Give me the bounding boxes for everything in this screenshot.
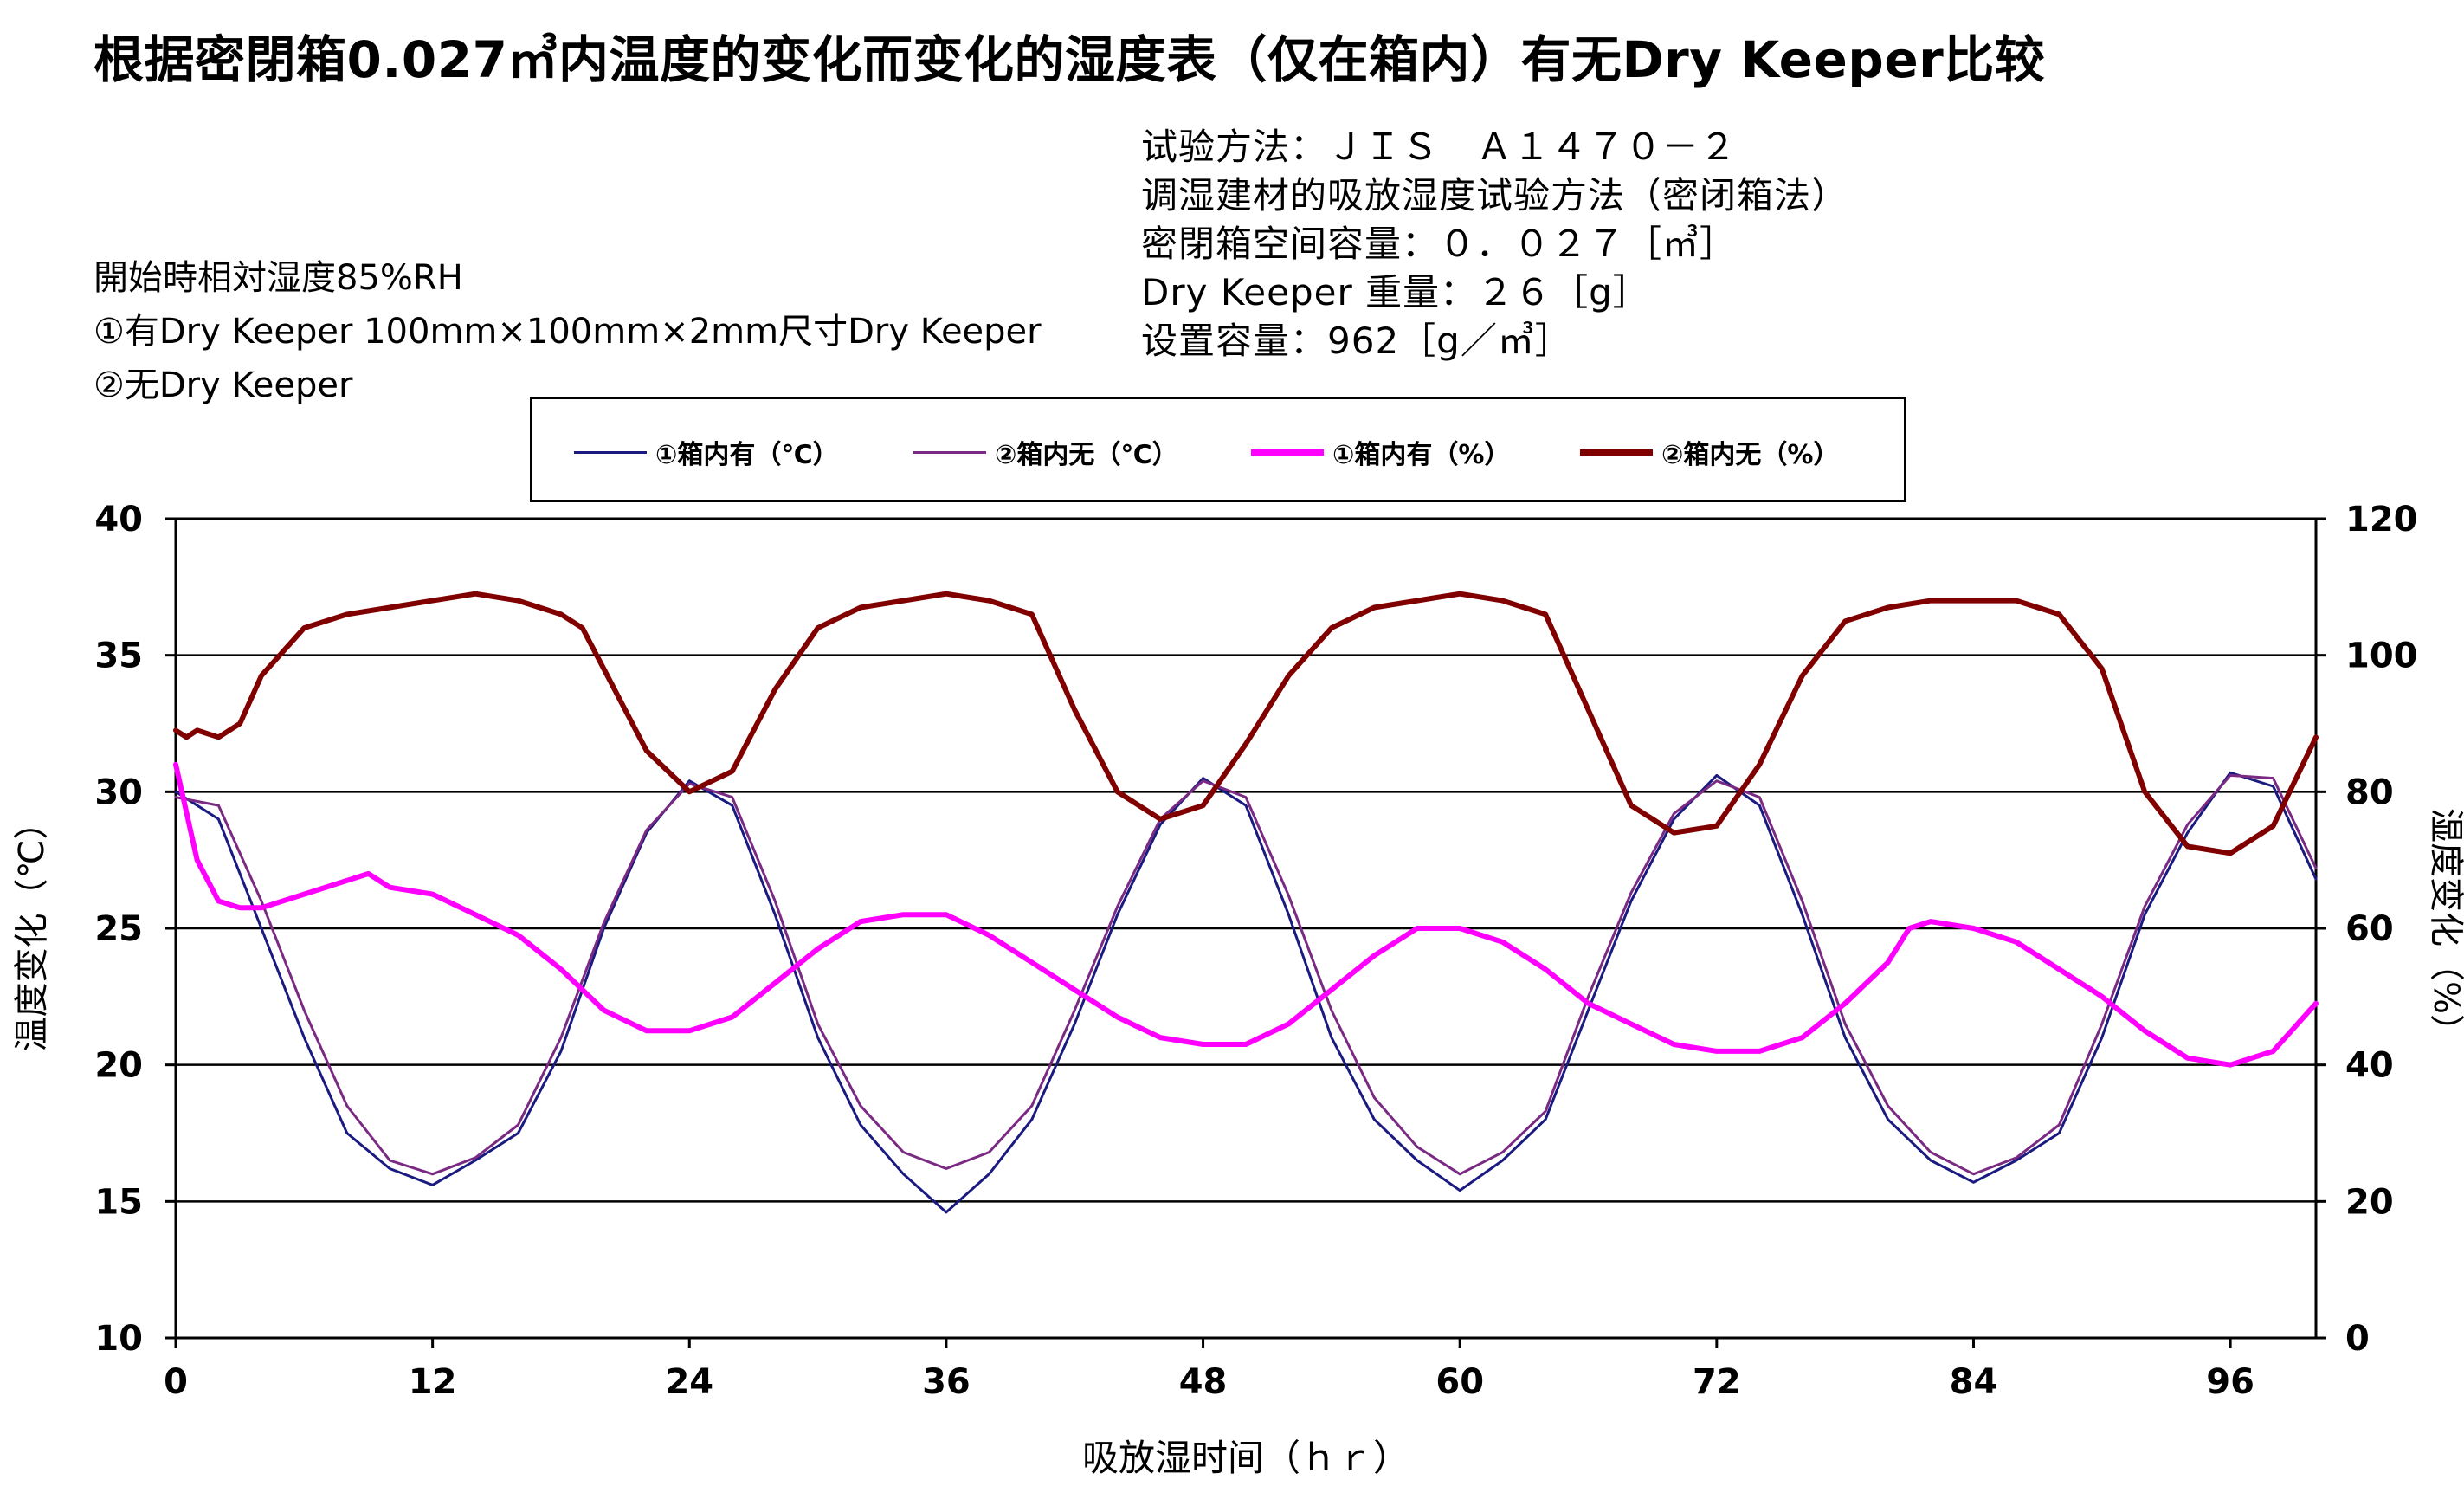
right-tick-label: 40: [2345, 1046, 2394, 1086]
y-axis-right-label: 湿度变化（%）: [2426, 808, 2464, 1049]
note-without-dry-keeper: ②无Dry Keeper: [94, 365, 353, 405]
x-tick-label: 72: [1693, 1362, 1741, 1402]
chart-title: 根据密閉箱0.027㎥内温度的变化而变化的湿度表（仅在箱内）有无Dry Keep…: [94, 30, 2046, 89]
note-initial-humidity: 開始時相対湿度85%RH: [94, 258, 463, 298]
x-tick-label: 48: [1179, 1362, 1228, 1402]
legend-swatch-hum-with: [1251, 449, 1324, 456]
legend-label-hum-with: ①箱内有（%）: [1332, 440, 1511, 470]
legend: ①箱内有（℃） ②箱内无（℃） ①箱内有（%） ②箱内无（%）: [530, 397, 1906, 502]
method-box-volume: 密閉箱空间容量：０．０２７［㎥］: [1141, 223, 1738, 265]
note-with-dry-keeper: ①有Dry Keeper 100mm×100mm×2mm尺寸Dry Keeper: [94, 312, 1042, 352]
right-axis-ticks: 0 20 40 60 80 100 120: [2316, 500, 2418, 1359]
method-standard: 试验方法：ＪＩＳ Ａ１４７０－２: [1141, 126, 1738, 168]
x-tick-label: 60: [1435, 1362, 1484, 1402]
legend-label-hum-without: ②箱内无（%）: [1661, 440, 1840, 470]
right-tick-label: 120: [2345, 500, 2418, 540]
x-tick-label: 24: [665, 1362, 713, 1402]
legend-swatch-temp-without: [913, 450, 986, 454]
series-hum-with-line: [173, 761, 2319, 1068]
x-tick-label: 36: [922, 1362, 971, 1402]
legend-label-temp-with: ①箱内有（℃）: [655, 440, 839, 470]
x-tick-label: 0: [164, 1362, 188, 1402]
grid-lines: [176, 654, 2316, 1203]
right-tick-label: 100: [2345, 636, 2418, 676]
left-tick-label: 30: [94, 772, 143, 812]
left-tick-label: 15: [94, 1182, 143, 1222]
left-tick-label: 25: [94, 909, 143, 949]
method-description: 调湿建材的吸放湿度试验方法（密闭箱法）: [1141, 174, 1849, 216]
left-tick-label: 20: [94, 1046, 143, 1086]
left-tick-label: 35: [94, 636, 143, 676]
left-tick-label: 10: [94, 1319, 143, 1359]
legend-item-temp-with: ①箱内有（℃）: [574, 399, 839, 505]
method-dry-keeper-weight: Dry Keeper 重量：２６［g］: [1141, 271, 1650, 313]
x-tick-label: 12: [409, 1362, 457, 1402]
x-axis-ticks: 0 12 24 36 48 60 72 84 96: [164, 1338, 2254, 1402]
series-temp-with-line: [174, 771, 2318, 1214]
right-tick-label: 20: [2345, 1182, 2394, 1222]
series-hum-without-line: [173, 591, 2319, 856]
x-tick-label: 96: [2206, 1362, 2254, 1402]
right-tick-label: 60: [2345, 909, 2394, 949]
legend-label-temp-without: ②箱内无（℃）: [995, 440, 1178, 470]
right-tick-label: 80: [2345, 772, 2394, 812]
y-axis-left-label: 温度变化（℃）: [12, 805, 52, 1052]
x-tick-label: 84: [1950, 1362, 1998, 1402]
legend-swatch-temp-with: [574, 450, 647, 454]
series-temp-without-line: [174, 773, 2318, 1176]
legend-swatch-hum-without: [1580, 449, 1653, 456]
legend-item-temp-without: ②箱内无（℃）: [913, 399, 1178, 505]
legend-item-hum-with: ①箱内有（%）: [1251, 399, 1510, 505]
series-group: [173, 591, 2319, 1214]
left-axis-ticks: 10 15 20 25 30 35 40: [94, 500, 176, 1359]
legend-item-hum-without: ②箱内无（%）: [1580, 399, 1839, 505]
right-tick-label: 0: [2345, 1319, 2370, 1359]
x-axis-label: 吸放湿时间（ｈｒ）: [1082, 1437, 1409, 1479]
method-installation-capacity: 设置容量：962［g／㎥］: [1141, 320, 1572, 362]
left-tick-label: 40: [94, 500, 143, 540]
